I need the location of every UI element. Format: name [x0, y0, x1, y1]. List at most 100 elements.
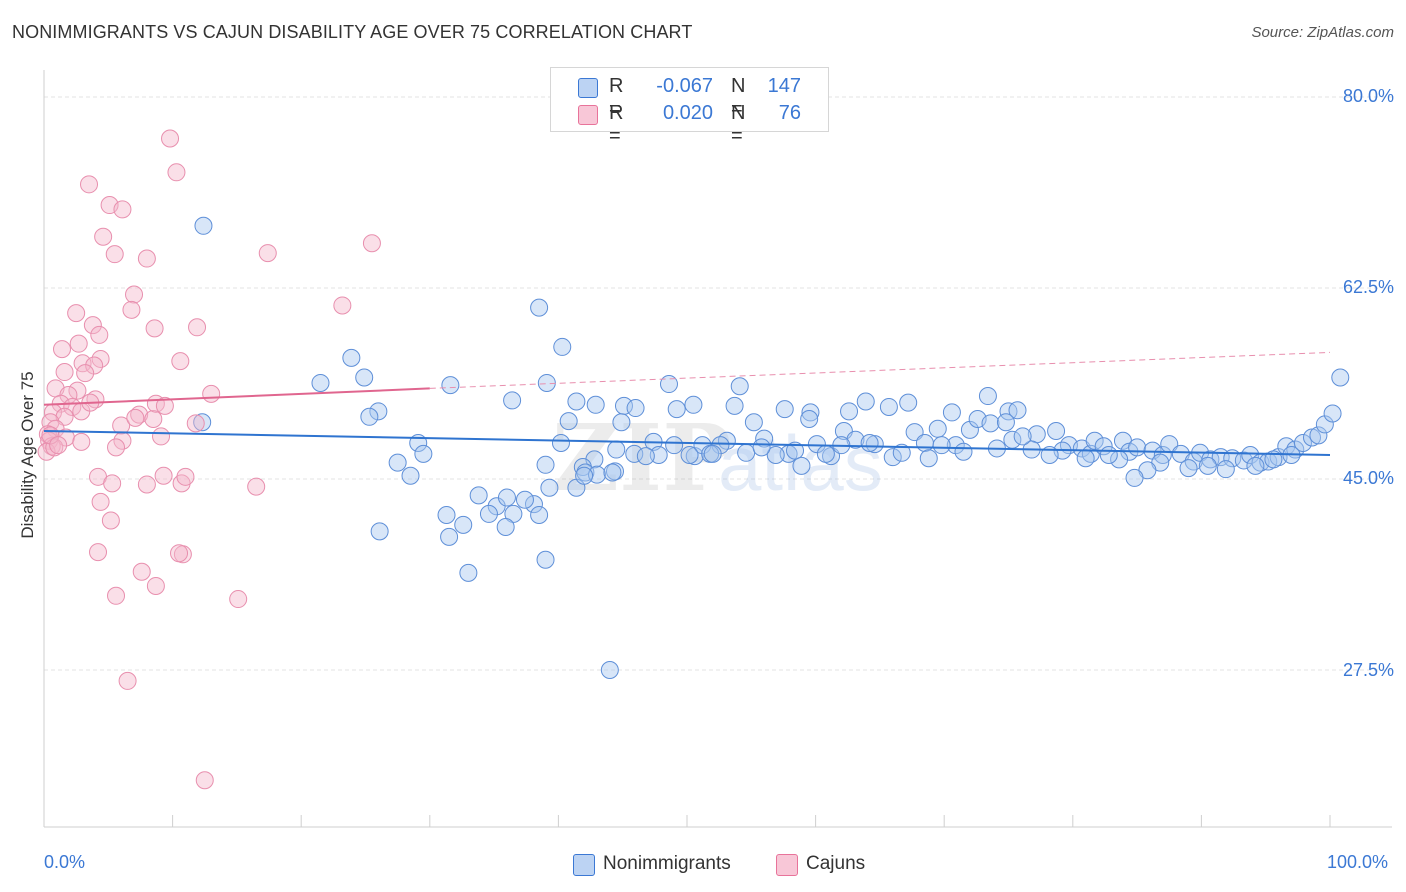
data-point	[1047, 421, 1066, 440]
data-point	[725, 396, 744, 415]
data-point	[76, 364, 95, 383]
r-label: R =	[609, 75, 624, 120]
data-point	[766, 445, 785, 464]
x-tick-label: 100.0%	[1327, 852, 1389, 872]
data-point	[91, 492, 110, 511]
data-point	[161, 129, 180, 148]
data-point	[915, 433, 934, 452]
legend-label: Nonimmigrants	[603, 853, 731, 874]
data-point	[496, 518, 515, 537]
y-axis-label: Disability Age Over 75	[18, 371, 37, 539]
data-point	[1099, 445, 1118, 464]
data-point	[118, 671, 137, 690]
data-point	[72, 432, 91, 451]
data-point	[454, 515, 473, 534]
data-point	[137, 475, 156, 494]
data-point	[1264, 450, 1283, 469]
data-point	[107, 586, 126, 605]
data-point	[369, 402, 388, 421]
data-point	[388, 453, 407, 472]
trend-lines	[43, 351, 1331, 456]
data-point	[333, 296, 352, 315]
data-point	[94, 227, 113, 246]
data-point	[441, 376, 460, 395]
data-point	[792, 456, 811, 475]
data-point	[1198, 456, 1217, 475]
data-point	[195, 771, 214, 790]
data-point	[612, 413, 631, 432]
data-point	[524, 495, 543, 514]
data-point	[155, 396, 174, 415]
chart-title: NONIMMIGRANTS VS CAJUN DISABILITY AGE OV…	[12, 22, 693, 42]
data-point	[188, 318, 207, 337]
data-point	[744, 413, 763, 432]
data-point	[176, 467, 195, 486]
data-point	[90, 325, 109, 344]
legend-swatch-pink	[578, 105, 598, 125]
data-point	[865, 435, 884, 454]
series-legend: Nonimmigrants Cajuns	[0, 852, 1406, 878]
data-point	[1008, 401, 1027, 420]
data-point	[899, 393, 918, 412]
data-point	[167, 163, 186, 182]
data-point	[1246, 456, 1265, 475]
watermark-atlas: atlas	[718, 419, 883, 507]
data-point	[860, 433, 879, 452]
data-point	[1323, 404, 1342, 423]
data-point	[132, 562, 151, 581]
data-point	[801, 403, 820, 422]
r-value: 0.020	[662, 102, 713, 124]
data-point	[437, 506, 456, 525]
data-point	[575, 466, 594, 485]
data-point	[730, 377, 749, 396]
y-tick-label: 27.5%	[1342, 660, 1394, 680]
data-point	[1013, 427, 1032, 446]
data-point	[311, 373, 330, 392]
legend-swatch-pink	[776, 854, 798, 876]
trend-line-nonimmigrants	[43, 429, 1331, 456]
data-point	[362, 234, 381, 253]
r-value: -0.067	[656, 75, 713, 97]
data-point	[122, 300, 141, 319]
data-point	[680, 445, 699, 464]
data-point	[603, 463, 622, 482]
data-point	[846, 430, 865, 449]
data-point	[459, 563, 478, 582]
data-point	[171, 352, 190, 371]
data-point	[883, 448, 902, 467]
data-point	[981, 414, 1000, 433]
data-point	[68, 381, 87, 400]
data-point	[414, 444, 433, 463]
data-point	[154, 466, 173, 485]
legend-label: Cajuns	[806, 853, 866, 874]
data-point	[103, 474, 122, 493]
data-point	[816, 444, 835, 463]
trend-line-cajuns-extrapolated	[429, 351, 1331, 389]
data-point	[89, 543, 108, 562]
data-point	[186, 414, 205, 433]
series-cajuns	[37, 129, 381, 790]
data-point	[229, 590, 248, 609]
data-point	[684, 395, 703, 414]
data-point	[107, 438, 126, 457]
data-point	[126, 408, 145, 427]
data-point	[587, 465, 606, 484]
data-point	[999, 402, 1018, 421]
data-point	[536, 455, 555, 474]
data-point	[401, 466, 420, 485]
data-point	[946, 436, 965, 455]
data-point	[530, 506, 549, 525]
data-point	[1128, 438, 1147, 457]
data-point	[145, 319, 164, 338]
data-point	[636, 447, 655, 466]
data-point	[55, 363, 74, 382]
n-label: N =	[731, 75, 746, 120]
y-tick-label: 45.0%	[1342, 468, 1394, 488]
data-point	[840, 402, 859, 421]
data-point	[659, 375, 678, 394]
data-point	[1309, 426, 1328, 445]
stats-legend: R = -0.067 N = 147 R = 0.020 N = 76	[550, 67, 829, 147]
data-point	[996, 413, 1015, 432]
data-point	[1179, 459, 1198, 478]
data-point	[928, 419, 947, 438]
